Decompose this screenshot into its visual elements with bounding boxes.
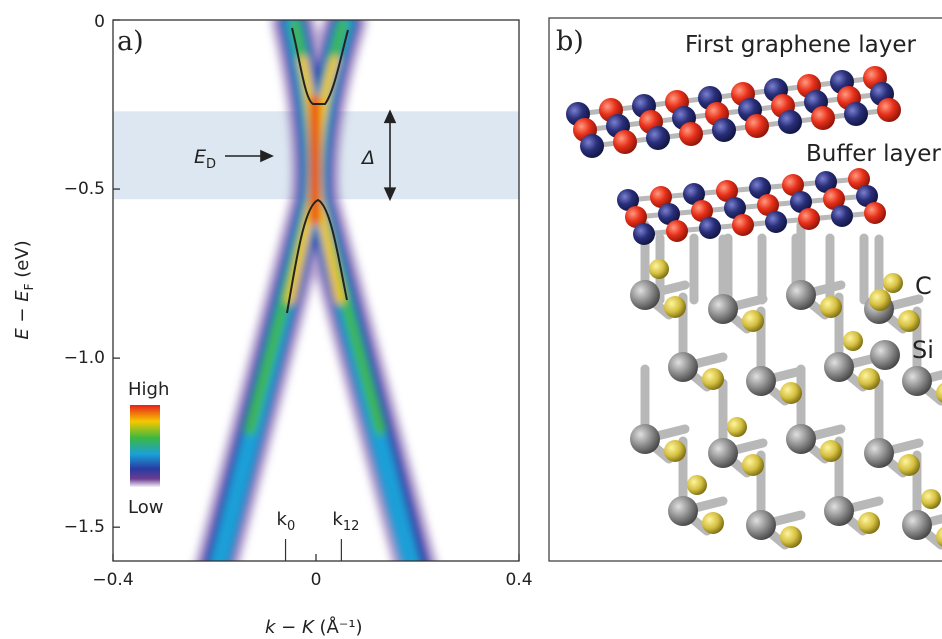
y-axis-label: E − EF (eV) <box>12 240 36 339</box>
atom <box>831 205 853 227</box>
panel-label: a) <box>117 26 144 57</box>
atom <box>712 118 736 142</box>
atom <box>765 211 787 233</box>
x-tick-label: −0.4 <box>92 570 133 590</box>
y-tick-label: −0.5 <box>64 179 105 199</box>
panel-b: b) First graphene layer Buffer layer C S… <box>549 18 942 561</box>
atom <box>630 280 660 310</box>
atom <box>820 296 842 318</box>
panel-label: b) <box>556 26 584 57</box>
atom <box>824 352 854 382</box>
atom <box>745 114 769 138</box>
atom <box>702 368 724 390</box>
atom <box>727 417 747 437</box>
atom-label: C <box>915 272 932 300</box>
atom <box>649 259 669 279</box>
colorbar-high: High <box>128 379 169 400</box>
atom <box>811 106 835 130</box>
atom <box>668 496 698 526</box>
atom <box>742 310 764 332</box>
y-tick-label: −1.5 <box>64 517 105 537</box>
atom <box>708 294 738 324</box>
atom-label: Si <box>912 336 934 364</box>
atom <box>780 526 802 548</box>
atom <box>746 510 776 540</box>
x-tick-label: 0 <box>311 570 322 590</box>
y-tick-label: 0 <box>94 12 105 32</box>
atom <box>580 134 604 158</box>
atom <box>902 366 932 396</box>
atom <box>843 331 863 351</box>
k-label: k0 <box>277 509 296 534</box>
atom <box>844 102 868 126</box>
panel-a: a) ED Δ High Low k − K (Å⁻¹) E − EF (eV)… <box>12 12 533 638</box>
atom <box>613 130 637 154</box>
atom <box>898 454 920 476</box>
k-label-sub: 0 <box>287 519 295 534</box>
atom <box>732 214 754 236</box>
atom <box>646 126 670 150</box>
atom <box>708 438 738 468</box>
atom <box>702 512 724 534</box>
atom <box>864 202 886 224</box>
atom <box>699 217 721 239</box>
atom <box>630 424 660 454</box>
y-tick-label: −1.0 <box>64 348 105 368</box>
atom <box>664 296 686 318</box>
atom <box>786 280 816 310</box>
k-label: k12 <box>332 509 359 534</box>
atom <box>798 208 820 230</box>
layer-label: First graphene layer <box>685 32 916 58</box>
layer-label: Buffer layer <box>806 141 941 167</box>
atom <box>921 489 941 509</box>
gap-label: Δ <box>360 147 375 169</box>
atom <box>858 368 880 390</box>
atom <box>820 440 842 462</box>
atom <box>687 475 707 495</box>
atom <box>870 340 900 370</box>
atom <box>742 454 764 476</box>
atom <box>902 510 932 540</box>
k-label-sub: 12 <box>343 519 360 534</box>
atom <box>898 310 920 332</box>
atom <box>864 438 894 468</box>
colorbar-low: Low <box>128 497 163 518</box>
atom <box>786 424 816 454</box>
k-label-main: k <box>332 509 343 530</box>
atom <box>666 220 688 242</box>
atom <box>883 273 903 293</box>
atom <box>778 110 802 134</box>
atom <box>858 512 880 534</box>
atom <box>780 382 802 404</box>
atom <box>668 352 698 382</box>
atom <box>746 366 776 396</box>
atom <box>664 440 686 462</box>
x-axis-label: k − K (Å⁻¹) <box>265 616 363 638</box>
x-tick-label: 0.4 <box>505 570 532 590</box>
atom <box>679 122 703 146</box>
figure: a) ED Δ High Low k − K (Å⁻¹) E − EF (eV)… <box>0 0 942 639</box>
colorbar <box>130 405 160 487</box>
k-label-main: k <box>277 509 288 530</box>
atom <box>869 289 891 311</box>
atom <box>877 98 901 122</box>
atom <box>824 496 854 526</box>
atom <box>633 223 655 245</box>
